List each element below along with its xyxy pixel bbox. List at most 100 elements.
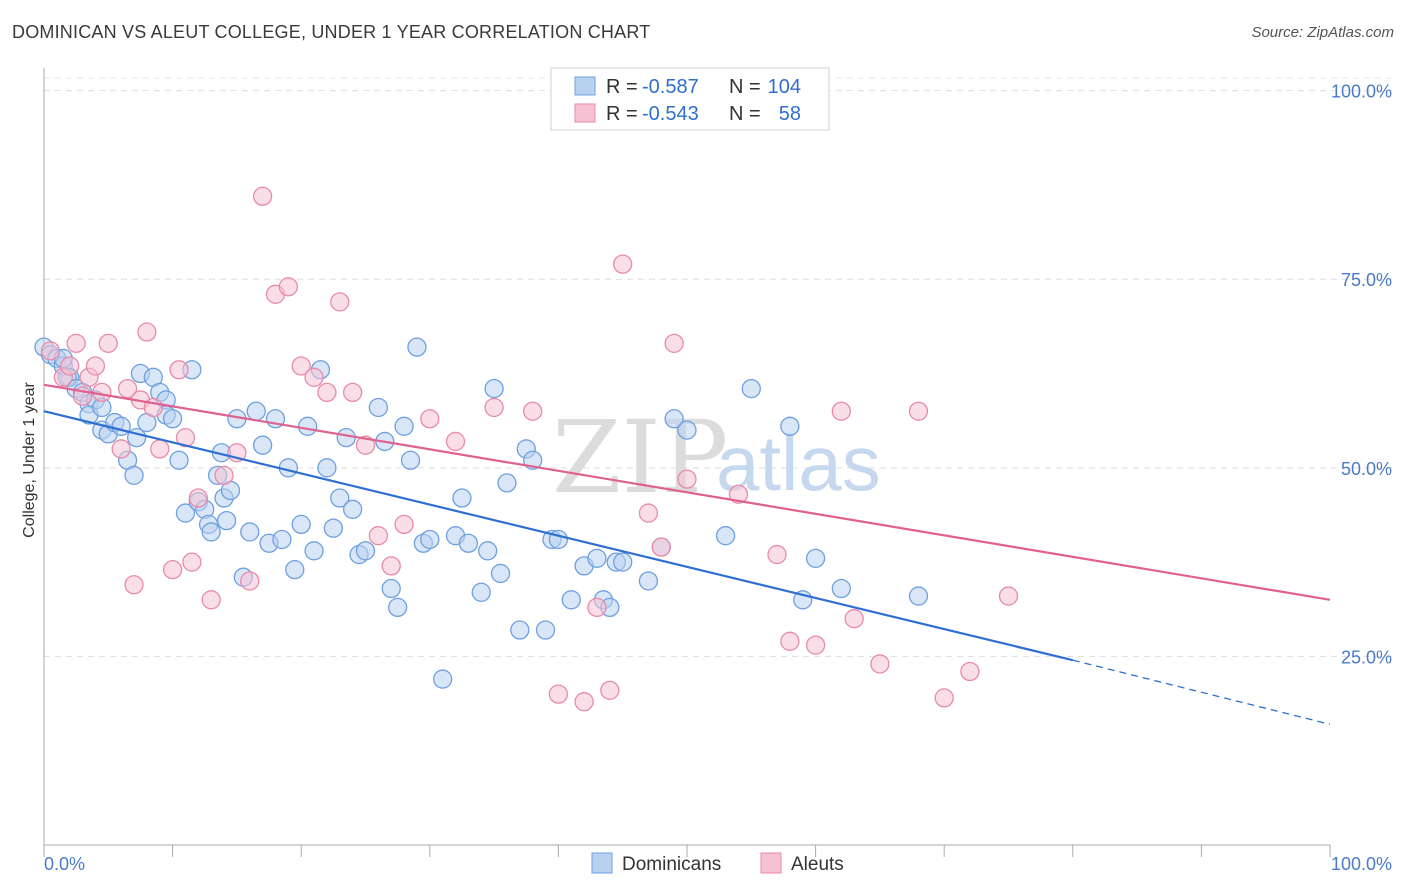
series-layer bbox=[34, 186, 1019, 712]
dominicans-point-99 bbox=[805, 548, 826, 568]
aleuts-point-6 bbox=[85, 356, 106, 376]
dominicans-point-77 bbox=[497, 473, 517, 493]
correlation-legend: R = -0.587 N = 104 R = -0.543 N = 58 bbox=[550, 67, 830, 131]
aleuts-point-33 bbox=[355, 435, 376, 455]
dominicans-point-86 bbox=[587, 548, 607, 568]
aleuts-point-55 bbox=[844, 609, 864, 629]
trend-layer bbox=[43, 383, 1331, 725]
aleuts-point-37 bbox=[420, 409, 440, 429]
dominicans-point-49 bbox=[291, 514, 311, 535]
x-minor-ticks bbox=[43, 845, 1331, 857]
aleuts-point-52 bbox=[780, 631, 800, 651]
dominicans-point-96 bbox=[741, 378, 761, 399]
y-tick-label-1: 50.0% bbox=[1341, 459, 1392, 479]
dominicans-point-95 bbox=[715, 526, 736, 546]
dominicans-point-57 bbox=[342, 499, 363, 519]
dominicans-point-65 bbox=[400, 450, 421, 470]
series-aleuts bbox=[40, 186, 1019, 712]
watermark-zip: ZIP bbox=[552, 399, 728, 516]
dominicans-point-64 bbox=[394, 416, 414, 436]
aleuts-point-49 bbox=[677, 469, 697, 489]
dominicans-point-26 bbox=[162, 409, 183, 429]
legend-n-label-aleuts: N = bbox=[729, 103, 761, 125]
watermark: ZIP atlas bbox=[552, 399, 881, 516]
dominicans-point-101 bbox=[908, 586, 929, 606]
aleuts-trend-line bbox=[43, 383, 1331, 601]
aleuts-point-48 bbox=[664, 333, 684, 353]
aleuts-point-8 bbox=[98, 333, 118, 353]
aleuts-point-19 bbox=[182, 552, 202, 572]
dominicans-point-18 bbox=[124, 465, 144, 486]
y-tick-label-3: 100.0% bbox=[1331, 82, 1392, 102]
aleuts-point-0 bbox=[40, 341, 61, 361]
dominicans-point-66 bbox=[407, 337, 427, 357]
dominicans-point-59 bbox=[355, 541, 376, 561]
aleuts-point-41 bbox=[548, 684, 569, 704]
aleuts-point-3 bbox=[66, 333, 86, 353]
aleuts-point-18 bbox=[175, 427, 196, 448]
dominicans-point-56 bbox=[336, 427, 356, 448]
aleuts-point-11 bbox=[124, 575, 144, 595]
dominicans-point-72 bbox=[458, 533, 479, 553]
dominicans-point-41 bbox=[240, 522, 260, 542]
dominicans-point-78 bbox=[510, 620, 530, 640]
aleuts-point-30 bbox=[317, 382, 337, 403]
aleuts-point-47 bbox=[651, 537, 671, 557]
dominicans-point-90 bbox=[613, 552, 633, 572]
chart-source: Source: ZipAtlas.com bbox=[1251, 24, 1394, 41]
aleuts-point-24 bbox=[240, 571, 260, 591]
y-tick-label-0: 25.0% bbox=[1341, 647, 1392, 667]
legend-n-value-aleuts: 58 bbox=[779, 103, 801, 125]
aleuts-point-17 bbox=[169, 360, 189, 380]
aleuts-point-16 bbox=[162, 560, 183, 580]
legend-swatch-aleuts bbox=[574, 103, 596, 123]
aleuts-point-38 bbox=[445, 431, 466, 452]
dominicans-point-93 bbox=[664, 409, 684, 429]
legend-r-value-dominicans: -0.587 bbox=[642, 76, 699, 98]
series-legend: Dominicans Aleuts bbox=[591, 852, 844, 875]
aleuts-point-22 bbox=[214, 465, 234, 486]
dominicans-point-43 bbox=[252, 435, 273, 455]
dominicans-point-60 bbox=[368, 397, 389, 418]
dominicans-point-75 bbox=[484, 378, 504, 399]
aleuts-point-35 bbox=[381, 556, 401, 576]
aleuts-point-29 bbox=[304, 367, 324, 387]
aleuts-point-50 bbox=[728, 484, 749, 504]
series-legend-swatch-dominicans bbox=[591, 852, 613, 874]
aleuts-point-59 bbox=[960, 661, 980, 682]
dominicans-point-97 bbox=[780, 416, 800, 436]
legend-r-label-dominicans: R = bbox=[606, 76, 638, 98]
aleuts-point-9 bbox=[111, 439, 131, 459]
aleuts-point-57 bbox=[908, 401, 929, 421]
aleuts-point-40 bbox=[523, 401, 543, 421]
aleuts-point-31 bbox=[330, 292, 350, 312]
dominicans-point-42 bbox=[246, 401, 266, 421]
aleuts-point-2 bbox=[60, 356, 80, 376]
x-tick-labels: 0.0% 100.0% bbox=[44, 854, 1392, 874]
legend-swatch-dominicans bbox=[574, 76, 596, 96]
series-dominicans bbox=[34, 337, 929, 689]
dominicans-point-48 bbox=[285, 560, 305, 580]
legend-n-label-dominicans: N = bbox=[729, 76, 761, 98]
aleuts-point-44 bbox=[600, 680, 620, 701]
chart-title: DOMINICAN VS ALEUT COLLEGE, UNDER 1 YEAR… bbox=[12, 22, 651, 42]
aleuts-point-43 bbox=[587, 597, 607, 618]
dominicans-point-27 bbox=[169, 450, 189, 470]
aleuts-point-36 bbox=[394, 514, 414, 535]
dominicans-point-63 bbox=[387, 597, 408, 618]
aleuts-point-58 bbox=[934, 688, 954, 708]
dominicans-point-74 bbox=[478, 541, 498, 561]
dominicans-point-94 bbox=[677, 420, 697, 440]
aleuts-point-39 bbox=[484, 397, 504, 418]
x-tick-label-min: 0.0% bbox=[44, 854, 85, 874]
aleuts-point-46 bbox=[638, 503, 659, 523]
aleuts-point-32 bbox=[342, 382, 363, 403]
dominicans-point-46 bbox=[272, 529, 292, 550]
aleuts-point-56 bbox=[870, 654, 890, 674]
dominicans-point-71 bbox=[452, 488, 472, 508]
series-legend-swatch-aleuts bbox=[760, 852, 782, 874]
dominicans-point-100 bbox=[831, 578, 851, 599]
dominicans-point-69 bbox=[433, 669, 453, 689]
dominicans-point-15 bbox=[111, 416, 131, 436]
